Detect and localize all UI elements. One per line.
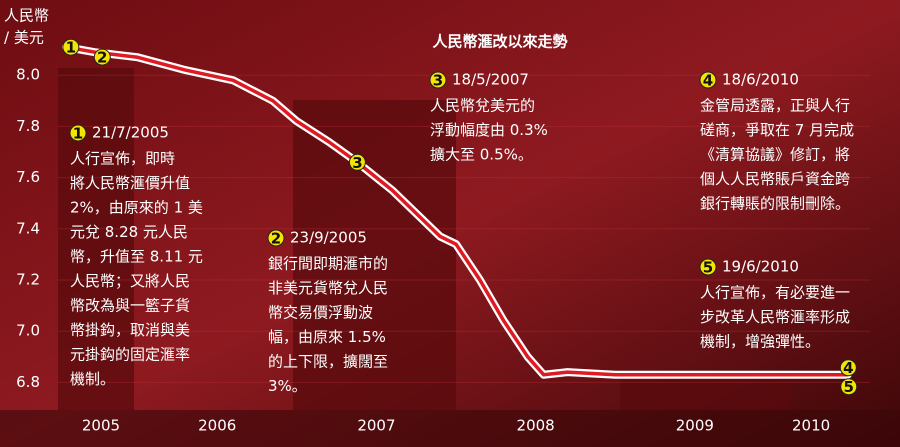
y-tick-label: 6.8: [16, 373, 40, 391]
marker-number: 4: [703, 72, 713, 90]
annotation-text: 元兌 8.28 元人民: [70, 223, 188, 241]
annotation-text: 金管局透露，正與人行: [700, 97, 850, 115]
marker-number: 4: [843, 359, 853, 377]
annotation-text: 人民幣兌美元的: [430, 97, 535, 115]
annotation-date: 18/5/2007: [452, 71, 529, 89]
y-tick-label: 7.6: [16, 168, 40, 186]
y-tick-label: 7.2: [16, 271, 40, 289]
annotation-text: 人行宣佈，有必要進一: [700, 284, 850, 302]
marker-badge: [69, 124, 87, 142]
annotation-text: 個人人民幣賬戶資金跨: [700, 170, 850, 188]
marker-badge: [93, 48, 111, 66]
annotation-text: 幣改為與一籃子貨: [70, 297, 190, 315]
line-series: [65, 45, 848, 377]
annotation-text: 磋商，爭取在 7 月完成: [700, 121, 854, 139]
annotation-text: 銀行轉賬的限制刪除。: [700, 195, 850, 213]
marker-badge: [839, 359, 857, 377]
marker-badge: [62, 38, 80, 56]
marker-number: 2: [271, 230, 281, 248]
annotation-text: 機制，增強彈性。: [700, 333, 820, 351]
y-tick-label: 7.4: [16, 219, 40, 237]
year-band: [293, 100, 456, 410]
x-tick-label: 2006: [198, 417, 236, 435]
marker-badge: [267, 229, 285, 247]
x-tick-label: 2009: [676, 417, 714, 435]
marker-number: 1: [66, 39, 76, 57]
annotation-text: 幣，升值至 8.11 元: [70, 248, 203, 266]
x-axis-strip: [0, 410, 900, 447]
marker-badge: [429, 71, 447, 89]
y-tick-label: 7.8: [16, 117, 40, 135]
marker-number: 3: [352, 154, 362, 172]
y-tick-label: 7.0: [16, 322, 40, 340]
marker-badge: [699, 258, 717, 276]
annotation-text: 幣掛鈎，取消與美: [70, 321, 190, 339]
annotation-text: 2%，由原來的 1 美: [70, 199, 203, 217]
x-tick-label: 2007: [357, 417, 395, 435]
x-tick-label: 2008: [517, 417, 555, 435]
marker-number: 3: [433, 72, 443, 90]
marker-badge: [699, 71, 717, 89]
annotation-text: 浮動幅度由 0.3%: [430, 121, 548, 139]
marker-badge: [840, 378, 858, 396]
annotation-text: 《清算協議》修訂，將: [700, 146, 850, 164]
annotation-text: 機制。: [70, 370, 115, 388]
annotation-text: 的上下限，擴闊至: [268, 353, 388, 371]
annotation-text: 3%。: [268, 377, 307, 395]
annotation-date: 21/7/2005: [92, 124, 169, 142]
marker-number: 5: [703, 259, 713, 277]
y-axis-label: / 美元: [4, 29, 44, 47]
year-band: [620, 380, 790, 410]
marker-number: 2: [97, 49, 107, 67]
annotation-text: 銀行間即期滙市的: [268, 255, 388, 273]
annotation-text: 非美元貨幣兌人民: [268, 279, 388, 297]
x-tick-label: 2010: [792, 417, 830, 435]
annotation-text: 幅，由原來 1.5%: [268, 328, 386, 346]
annotation-text: 擴大至 0.5%。: [430, 146, 533, 164]
year-band: [58, 68, 134, 410]
marker-number: 5: [844, 378, 854, 396]
annotation-text: 元掛鈎的固定滙率: [70, 346, 190, 364]
annotation-text: 幣交易價浮動波: [268, 304, 373, 322]
annotation-date: 23/9/2005: [290, 229, 367, 247]
annotation-text: 步改革人民幣滙率形成: [700, 308, 850, 326]
marker-badge: [348, 153, 366, 171]
annotation-date: 19/6/2010: [722, 258, 799, 276]
marker-number: 1: [73, 125, 83, 143]
y-axis-label: 人民幣: [4, 7, 49, 25]
annotation-text: 人行宣佈，即時: [70, 150, 175, 168]
annotation-text: 人民幣；又將人民: [70, 272, 190, 290]
x-tick-label: 2005: [82, 417, 120, 435]
chart-title: 人民幣滙改以來走勢: [432, 33, 567, 51]
annotation-text: 將人民幣滙價升值: [70, 174, 190, 192]
annotation-date: 18/6/2010: [722, 71, 799, 89]
y-tick-label: 8.0: [16, 66, 40, 84]
